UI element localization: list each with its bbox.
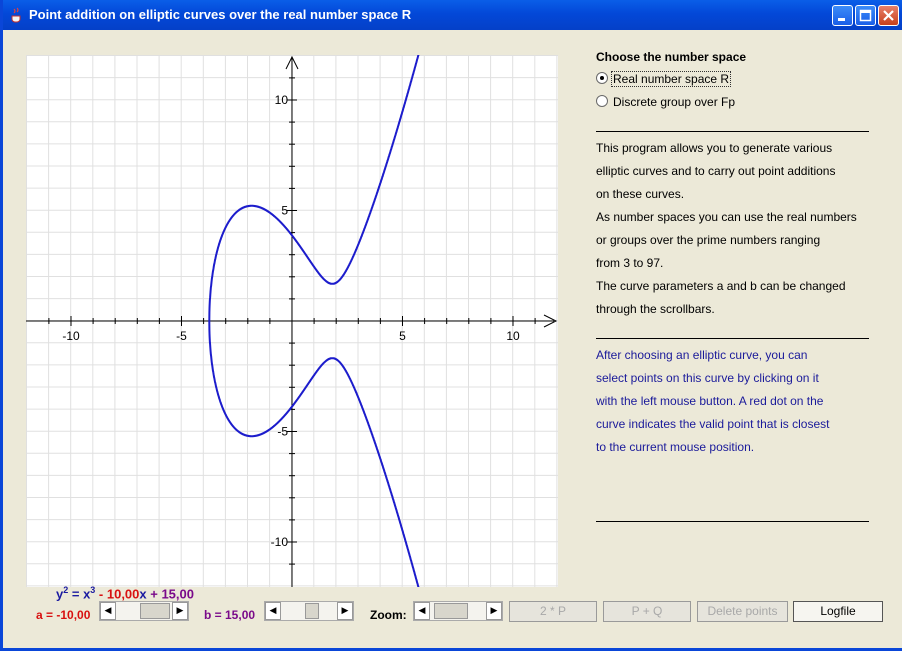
param-b-label: b = 15,00 xyxy=(204,608,256,622)
logfile-button[interactable]: Logfile xyxy=(793,601,883,622)
param-a-scrollbar[interactable]: ◀ ▶ xyxy=(99,601,189,621)
formula-exp2: 2 xyxy=(63,585,69,595)
info-line: After choosing an elliptic curve, you ca… xyxy=(596,348,808,362)
radio-discrete-group[interactable]: Discrete group over Fp xyxy=(596,95,736,111)
description-line: from 3 to 97. xyxy=(596,256,664,270)
maximize-icon xyxy=(856,6,875,25)
close-button[interactable] xyxy=(878,5,899,26)
add-points-button[interactable]: P + Q xyxy=(603,601,691,622)
radio-real-number-space[interactable]: Real number space R xyxy=(596,71,732,88)
scroll-right-arrow-icon[interactable]: ▶ xyxy=(337,602,353,620)
info-line: with the left mouse button. A red dot on… xyxy=(596,394,824,408)
description-line: This program allows you to generate vari… xyxy=(596,141,833,155)
separator-1 xyxy=(596,131,869,132)
elliptic-curve-line xyxy=(208,55,420,587)
description-line: As number spaces you can use the real nu… xyxy=(596,210,857,224)
scroll-thumb[interactable] xyxy=(305,603,319,619)
param-a-label: a = -10,00 xyxy=(36,608,91,622)
y-tick-label: 5 xyxy=(281,204,288,218)
curve-equation: y2 = x3 - 10,00x + 15,00 xyxy=(56,585,194,601)
radio-unchecked-icon[interactable] xyxy=(596,95,608,107)
param-b-scrollbar[interactable]: ◀ ▶ xyxy=(264,601,354,621)
scroll-thumb[interactable] xyxy=(434,603,468,619)
info-line: to the current mouse position. xyxy=(596,440,755,454)
scroll-left-arrow-icon[interactable]: ◀ xyxy=(414,602,430,620)
scroll-left-arrow-icon[interactable]: ◀ xyxy=(265,602,281,620)
scroll-left-arrow-icon[interactable]: ◀ xyxy=(100,602,116,620)
radio-discrete-label[interactable]: Discrete group over Fp xyxy=(613,95,736,109)
window-title: Point addition on elliptic curves over t… xyxy=(29,7,412,22)
plot-canvas[interactable]: -10 -5 5 10 10 5 -5 -10 xyxy=(26,55,558,587)
formula-x: x xyxy=(139,586,147,602)
y-tick-label: 10 xyxy=(275,93,289,107)
description-line: elliptic curves and to carry out point a… xyxy=(596,164,836,178)
x-tick-label: 10 xyxy=(506,329,520,343)
separator-3 xyxy=(596,521,869,522)
double-point-button[interactable]: 2 * P xyxy=(509,601,597,622)
delete-points-button[interactable]: Delete points xyxy=(697,601,788,622)
description-line: on these curves. xyxy=(596,187,685,201)
description-line: through the scrollbars. xyxy=(596,302,715,316)
info-line: curve indicates the valid point that is … xyxy=(596,417,830,431)
formula-exp3: 3 xyxy=(90,585,96,595)
formula-y: y xyxy=(56,586,64,602)
y-axis-arrow xyxy=(285,55,299,70)
minimize-icon xyxy=(833,6,852,25)
scroll-right-arrow-icon[interactable]: ▶ xyxy=(486,602,502,620)
minimize-button[interactable] xyxy=(832,5,853,26)
zoom-label: Zoom: xyxy=(370,608,407,622)
title-bar[interactable]: Point addition on elliptic curves over t… xyxy=(3,0,902,30)
x-tick-label: 5 xyxy=(399,329,406,343)
curve-plot[interactable]: -10 -5 5 10 10 5 -5 -10 y2 = x3 - 10,00x + 15,0… xyxy=(26,55,558,601)
x-axis-arrow xyxy=(543,314,558,328)
scroll-thumb[interactable] xyxy=(140,603,170,619)
info-text: After choosing an elliptic curve, you ca… xyxy=(596,344,886,459)
description-text: This program allows you to generate vari… xyxy=(596,137,886,321)
description-line: or groups over the prime numbers ranging xyxy=(596,233,821,247)
radio-real-label[interactable]: Real number space R xyxy=(610,71,732,87)
formula-eq: = x xyxy=(68,586,91,602)
y-tick-label: -5 xyxy=(277,425,288,439)
formula-b-term: + 15,00 xyxy=(146,586,194,602)
maximize-button[interactable] xyxy=(855,5,876,26)
radio-checked-icon[interactable] xyxy=(596,72,608,84)
main-content: -10 -5 5 10 10 5 -5 -10 y2 = x3 - 10,00x + 15,0… xyxy=(6,30,902,648)
scroll-right-arrow-icon[interactable]: ▶ xyxy=(172,602,188,620)
number-space-heading: Choose the number space xyxy=(596,50,747,64)
description-line: The curve parameters a and b can be chan… xyxy=(596,279,846,293)
zoom-scrollbar[interactable]: ◀ ▶ xyxy=(413,601,503,621)
x-tick-label: -5 xyxy=(176,329,187,343)
y-tick-label: -10 xyxy=(271,535,289,549)
close-icon xyxy=(879,6,898,25)
x-tick-label: -10 xyxy=(62,329,80,343)
separator-2 xyxy=(596,338,869,339)
java-cup-icon xyxy=(11,7,21,23)
info-line: select points on this curve by clicking … xyxy=(596,371,819,385)
formula-a-term: - 10,00 xyxy=(95,586,140,602)
